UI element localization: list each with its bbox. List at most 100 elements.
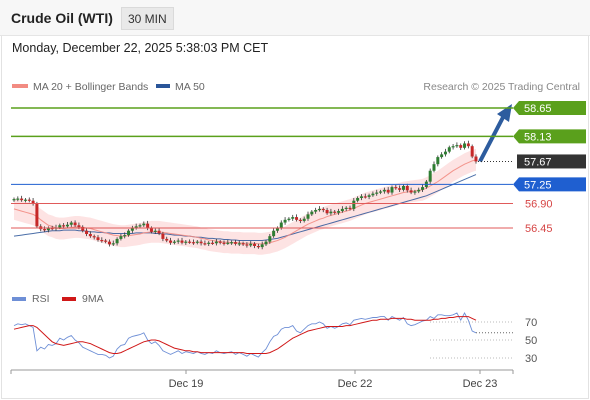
ma20-line [13,159,477,245]
rsi-plot: 70 50 30 [13,312,537,365]
level-label-0: 58.65 [524,103,552,115]
candle-body-82 [325,210,329,214]
candle-body-49 [199,241,203,244]
candle-body-10 [50,228,54,230]
candle-body-3 [23,199,27,201]
candle-body-80 [317,208,321,211]
candle-body-60 [241,243,245,245]
candle-body-112 [440,154,444,158]
candle-body-54 [218,241,222,243]
candle-body-29 [123,235,127,237]
candle-body-12 [58,225,62,228]
candle-body-8 [43,229,47,231]
candle-body-30 [127,230,131,236]
candle-body-92 [363,196,367,198]
candle-body-25 [107,241,111,245]
candle-body-66 [264,241,268,245]
candle-body-9 [46,228,50,231]
candle-body-28 [119,236,123,239]
level-box-1 [513,129,586,144]
candle-body-32 [134,226,138,228]
candle-body-68 [272,230,276,237]
time-tick-label-2: Dec 23 [463,378,498,390]
time-tick-label-1: Dec 22 [338,378,373,390]
candle-body-71 [283,219,287,223]
candle-body-6 [35,203,39,227]
candle-body-24 [104,240,108,242]
candle-body-81 [321,208,325,211]
target-arrow-shaft [478,112,507,163]
candle-body-79 [314,210,318,212]
candle-body-34 [142,223,146,226]
candle-body-78 [310,211,314,215]
candle-body-0 [12,199,16,201]
candle-body-5 [31,200,35,204]
timeframe-badge[interactable]: 30 MIN [121,7,174,30]
candle-body-23 [100,240,104,242]
candle-body-85 [337,211,341,213]
candle-body-2 [20,198,24,201]
instrument-title: Crude Oil (WTI) [11,10,113,26]
rsi-9ma-line [13,316,477,354]
candle-body-105 [413,191,417,193]
candle-body-41 [169,240,173,243]
candle-body-102 [401,186,405,190]
candle-body-69 [275,228,279,231]
candle-body-46 [188,241,192,243]
candle-body-116 [455,145,459,147]
candle-body-38 [157,230,161,234]
candle-body-39 [161,233,165,239]
candle-body-94 [371,193,375,196]
legend-label-ma20: MA 20 + Bollinger Bands [33,81,148,93]
candle-body-62 [249,243,253,246]
candle-body-14 [65,224,69,227]
legend-swatch-9ma [62,297,76,301]
candle-body-15 [69,222,73,225]
level-label-1: 58.13 [524,131,552,143]
candle-body-107 [421,187,425,190]
candle-body-83 [329,211,333,214]
candle-body-20 [88,234,92,237]
candle-body-40 [165,238,169,241]
candle-body-18 [81,226,85,231]
rsi-tick-0: 70 [525,317,537,329]
candle-body-86 [340,208,344,212]
candle-body-55 [222,242,226,244]
candle-body-75 [298,219,302,222]
candle-body-98 [386,189,390,193]
price-plot [12,104,512,255]
candle-body-44 [180,240,184,243]
level-label-4: 56.90 [525,198,553,210]
candle-body-97 [382,189,386,192]
candle-body-111 [436,157,440,165]
candle-body-21 [92,236,96,238]
candle-body-42 [172,241,176,243]
legend-swatch-rsi [12,297,26,301]
candle-body-101 [398,188,402,190]
candle-body-118 [463,143,467,148]
candle-body-70 [279,222,283,228]
level-label-5: 56.45 [525,223,553,235]
candle-body-117 [459,145,463,148]
candle-body-35 [146,223,150,228]
candle-body-48 [195,241,199,243]
price-levels: 58.65 58.13 57.67 57.25 56.90 56.45 [11,101,586,235]
candle-body-100 [394,187,398,189]
candle-body-77 [306,214,310,219]
legend-swatch-ma50 [156,84,170,88]
candle-body-109 [428,170,432,182]
candle-body-19 [85,230,89,234]
candle-body-73 [291,217,295,219]
header-bar: Crude Oil (WTI) 30 MIN [0,0,590,36]
level-box-0 [513,101,586,115]
level-box-3 [513,177,586,192]
candle-body-120 [470,146,474,157]
candle-body-43 [176,240,180,242]
candle-body-113 [443,151,447,155]
candle-body-16 [73,222,77,226]
timestamp: Monday, December 22, 2025 5:38:03 PM CET [12,41,269,55]
candle-body-84 [333,211,337,213]
candle-body-51 [207,242,211,244]
candle-body-103 [405,186,409,191]
